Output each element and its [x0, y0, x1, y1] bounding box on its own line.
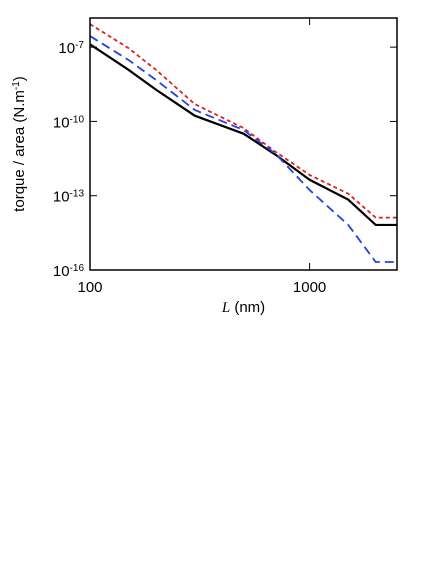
y-tick-label: 10-10 [53, 114, 85, 132]
x-tick-label: 100 [77, 279, 102, 296]
x-tick-label: 1000 [293, 279, 326, 296]
y-tick-label: 10-13 [53, 188, 85, 206]
x-axis-label: L (nm) [221, 299, 265, 316]
y-tick-label: 10-7 [58, 40, 84, 58]
line-series [90, 35, 397, 263]
line-series [90, 23, 397, 219]
plot-area [90, 23, 397, 263]
plot-frame [89, 17, 398, 271]
line-series [90, 43, 397, 227]
y-tick-label: 10-16 [53, 263, 85, 281]
y-axis-label: torque / area (N.m-1) [11, 76, 29, 212]
